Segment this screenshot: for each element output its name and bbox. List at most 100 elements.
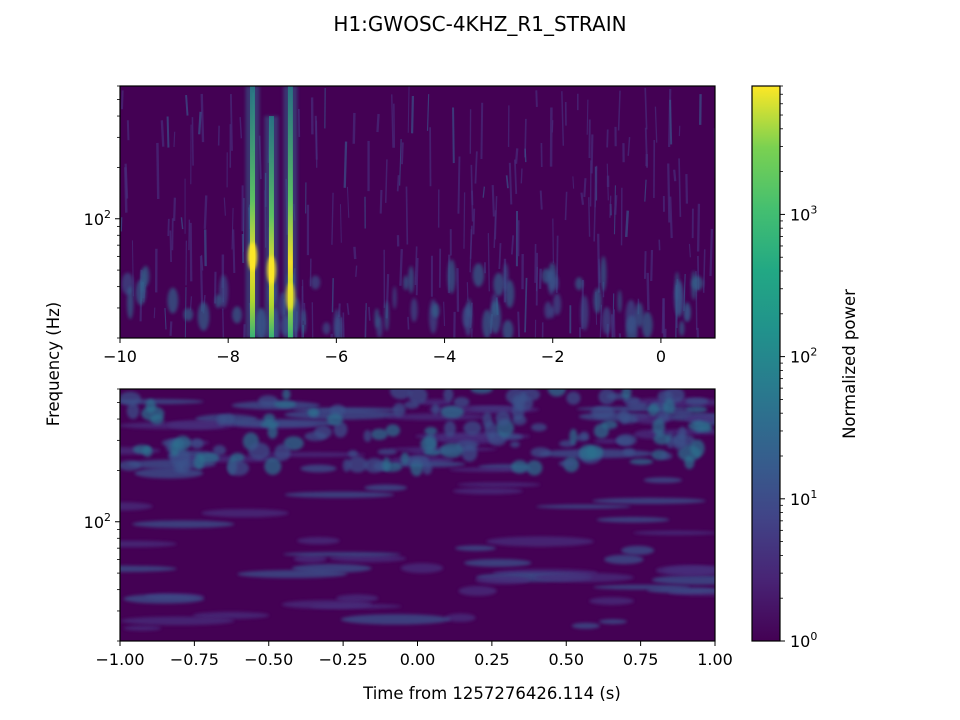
bottom-noise-band [486, 536, 594, 547]
signal-peak [266, 256, 276, 285]
top-noise-streak [524, 277, 528, 333]
bottom-noise-speckle [618, 409, 630, 425]
bottom-noise-band [475, 575, 531, 585]
bottom-noise-band [593, 584, 691, 590]
top-noise-streak [173, 131, 176, 148]
top-noise-streak [166, 116, 170, 148]
top-noise-blob [580, 295, 589, 331]
top-noise-streak [223, 197, 226, 216]
top-noise-streak [669, 99, 673, 145]
colorbar-tick-label: 100 [790, 630, 817, 651]
colorbar: 100 101 102 103 Normalized power [751, 85, 859, 651]
bottom-noise-speckle [283, 436, 304, 451]
bottom-noise-band [223, 418, 339, 428]
bottom-x-axis: −1.00 −0.75 −0.50 −0.25 0.00 0.25 0.50 0.75 1.00 [95, 641, 733, 669]
bottom-noise-band [120, 399, 204, 405]
top-noise-streak [709, 228, 714, 277]
bottom-noise-speckle [400, 452, 410, 465]
top-noise-streak [667, 163, 671, 223]
bottom-y-axis: 102 [84, 388, 120, 642]
bottom-noise-speckle [389, 389, 412, 400]
top-noise-streak [650, 249, 654, 282]
bottom-noise-band [598, 619, 628, 625]
bottom-noise-band [643, 477, 683, 484]
bottom-noise-band [134, 467, 204, 479]
top-noise-streak [200, 93, 205, 143]
bottom-noise-band [534, 572, 634, 583]
top-noise-blob [126, 286, 134, 320]
top-noise-streak [520, 168, 523, 184]
top-noise-streak [405, 186, 409, 245]
top-noise-blob [600, 256, 607, 292]
bottom-noise-speckle [687, 420, 711, 432]
bottom-noise-speckle [443, 420, 456, 437]
top-noise-streak [399, 139, 402, 186]
top-noise-streak [472, 208, 476, 235]
top-noise-blob [674, 279, 684, 316]
bottom-x-tick-label: −0.25 [319, 650, 368, 669]
bottom-noise-speckle [120, 460, 141, 471]
bottom-noise-speckle [453, 397, 470, 407]
top-heatmap-texture [120, 86, 715, 338]
bottom-x-tick-label: −0.50 [244, 650, 293, 669]
bottom-noise-speckle [659, 452, 673, 460]
top-noise-blob [447, 259, 456, 294]
bottom-noise-band [457, 482, 541, 488]
bottom-noise-speckle [495, 411, 511, 426]
top-noise-streak [330, 333, 333, 338]
top-noise-streak [661, 298, 665, 334]
bottom-noise-band [604, 554, 644, 565]
top-noise-streak [231, 207, 234, 250]
top-noise-streak [156, 142, 160, 200]
bottom-noise-speckle [307, 408, 319, 417]
top-noise-streak [673, 169, 677, 182]
bottom-noise-speckle [431, 403, 440, 415]
top-y-tick-label: 102 [84, 208, 111, 229]
top-noise-streak [627, 137, 631, 156]
bottom-noise-band [120, 565, 177, 572]
top-noise-streak [535, 90, 538, 107]
top-noise-blob [408, 265, 415, 294]
top-noise-streak [457, 156, 461, 214]
bottom-noise-speckle [260, 420, 279, 428]
bottom-noise-speckle [385, 424, 401, 437]
bottom-spectrogram-panel: −1.00 −0.75 −0.50 −0.25 0.00 0.25 0.50 0.75 1.00… [84, 388, 733, 669]
bottom-noise-speckle [227, 460, 250, 476]
top-noise-blob [403, 275, 409, 291]
bottom-noise-band [455, 545, 497, 551]
top-noise-streak [346, 303, 350, 315]
top-noise-streak [407, 316, 410, 330]
top-noise-blob [547, 269, 556, 296]
top-noise-streak [541, 322, 544, 338]
top-noise-blob [301, 309, 307, 334]
bottom-noise-band [685, 414, 715, 423]
top-spectrogram-panel: −10 −8 −6 −4 −2 0 102 [84, 85, 716, 366]
top-noise-streak [232, 229, 236, 274]
bottom-noise-band [571, 622, 601, 629]
top-noise-blob [635, 302, 644, 328]
bottom-x-tick-label: 0.75 [623, 650, 659, 669]
top-noise-streak [625, 210, 629, 238]
top-noise-streak [618, 333, 622, 338]
x-axis-label: Time from 1257276426.114 (s) [362, 684, 621, 703]
top-noise-streak [646, 272, 650, 311]
bottom-noise-band [237, 570, 348, 579]
top-noise-streak [482, 186, 485, 198]
top-noise-streak [644, 127, 648, 168]
bottom-noise-speckle [263, 413, 276, 424]
bottom-noise-speckle [408, 389, 428, 405]
top-noise-streak [561, 91, 565, 146]
top-noise-streak [696, 203, 701, 252]
top-noise-streak [160, 120, 165, 147]
bottom-noise-speckle [142, 445, 153, 458]
top-noise-streak [683, 274, 686, 312]
top-noise-streak [572, 176, 575, 189]
signal-peak [248, 242, 258, 271]
top-noise-blob [197, 302, 210, 331]
top-noise-streak [613, 309, 616, 338]
bottom-noise-speckle [326, 413, 343, 426]
top-noise-blob [141, 265, 150, 287]
top-noise-streak [643, 251, 647, 279]
top-noise-streak [453, 311, 456, 338]
top-noise-blob [502, 263, 509, 292]
